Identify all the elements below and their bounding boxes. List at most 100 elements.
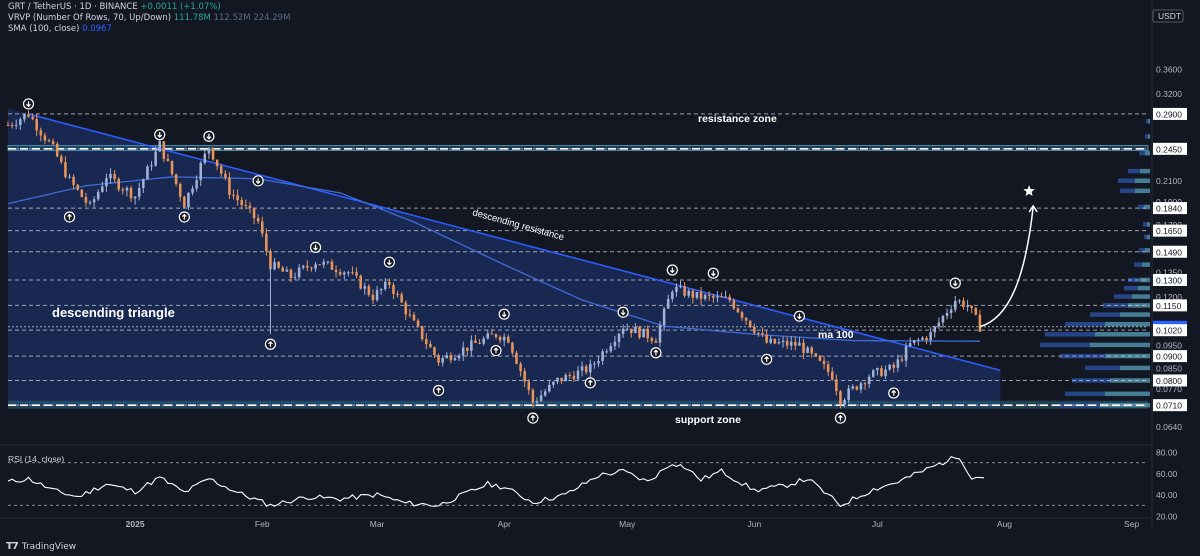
candle-body <box>14 124 18 126</box>
candle-body <box>199 162 203 181</box>
candle-body <box>843 399 846 405</box>
time-tick-label: Sep <box>1124 519 1139 529</box>
time-tick-label: Aug <box>997 519 1012 529</box>
rsi-tick-label: 40.00 <box>1156 490 1178 500</box>
arrow-down-icon-arrow <box>797 313 802 320</box>
candle <box>703 293 707 302</box>
arrow-down-icon <box>22 98 35 110</box>
candle <box>802 338 805 360</box>
time-tick-label: Jun <box>747 519 761 529</box>
candle-body <box>445 355 449 359</box>
candle-body <box>338 272 342 275</box>
volume-profile-down-bar <box>1128 277 1140 283</box>
candle-body <box>732 300 736 309</box>
candle-body <box>277 262 280 268</box>
candle <box>125 186 129 197</box>
candle-body <box>80 189 84 197</box>
candle <box>215 159 219 170</box>
price-tick-label: 0.2100 <box>1156 176 1182 186</box>
candle-body <box>96 191 100 200</box>
candle <box>798 336 801 346</box>
candle-body <box>937 322 941 327</box>
volume-profile-down-bar <box>1146 118 1148 124</box>
candle-body <box>740 312 744 318</box>
candle <box>867 374 871 389</box>
candle-body <box>367 286 371 295</box>
candle <box>695 291 699 300</box>
candle <box>84 192 88 207</box>
candle <box>962 297 965 310</box>
candle <box>420 325 424 342</box>
candle-body <box>564 375 567 382</box>
candle <box>187 192 190 210</box>
candle <box>392 282 395 300</box>
candle-body <box>60 156 63 162</box>
candle <box>666 294 670 309</box>
candle-body <box>478 342 481 344</box>
tradingview-brand[interactable]: T7 TradingView <box>6 541 76 552</box>
arrow-down-icon-arrow <box>669 267 675 274</box>
price-tick-label: 0.1200 <box>1156 292 1182 302</box>
candle-body <box>256 218 260 222</box>
price-level-label: 0.1650 <box>1156 226 1182 236</box>
candle <box>383 278 387 292</box>
candle-body <box>777 342 781 344</box>
candle <box>716 291 719 303</box>
volume-profile-down-bar <box>1072 378 1110 383</box>
candle-body <box>388 281 391 285</box>
candle <box>27 110 30 118</box>
candle-body <box>736 308 740 313</box>
candle <box>334 265 338 278</box>
candle <box>466 347 469 357</box>
candle-body <box>789 341 793 346</box>
candle <box>958 298 961 304</box>
candle <box>687 288 690 299</box>
candle-body <box>35 119 38 131</box>
arrow-down-icon-arrow <box>255 178 261 185</box>
candle-body <box>392 284 395 294</box>
candle <box>412 312 416 321</box>
candle-body <box>847 388 850 400</box>
candle-body <box>703 294 707 299</box>
candle <box>60 154 63 165</box>
candle-body <box>662 308 666 326</box>
volume-profile-down-bar <box>1065 321 1105 327</box>
candle <box>162 141 166 163</box>
resistance-zone <box>7 144 1149 152</box>
candle <box>470 335 473 356</box>
candle-body <box>43 135 47 141</box>
candle-body <box>515 352 518 364</box>
candle-body <box>863 383 867 385</box>
candle-body <box>675 286 678 292</box>
candle <box>822 355 826 370</box>
candle <box>871 368 875 378</box>
price-tick-label: 0.1350 <box>1156 268 1182 278</box>
currency-box <box>1152 9 1184 23</box>
candle-body <box>584 366 588 373</box>
candle <box>330 259 334 271</box>
candle-body <box>150 165 153 167</box>
candle <box>847 385 850 404</box>
volume-profile-up-bar <box>1120 365 1150 371</box>
candle <box>55 141 59 158</box>
arrow-down-icon-arrow <box>620 309 626 316</box>
candle <box>486 329 490 340</box>
candle-body <box>154 151 157 166</box>
candle-body <box>921 337 924 340</box>
candle-body <box>568 375 572 377</box>
candle-body <box>84 196 88 203</box>
candle <box>761 327 764 338</box>
vrvp-value-3: 224.29M <box>253 13 291 23</box>
candle <box>277 261 280 269</box>
arrow-up-icon <box>584 377 596 389</box>
price-tick-label: 0.0950 <box>1156 340 1182 350</box>
candle-body <box>867 376 871 384</box>
candle <box>363 282 367 295</box>
candle <box>396 290 399 298</box>
candle <box>523 368 526 388</box>
candle-body <box>666 298 670 309</box>
ma100-label: ma 100 <box>818 329 854 341</box>
candle <box>121 187 125 195</box>
candle <box>232 189 235 200</box>
